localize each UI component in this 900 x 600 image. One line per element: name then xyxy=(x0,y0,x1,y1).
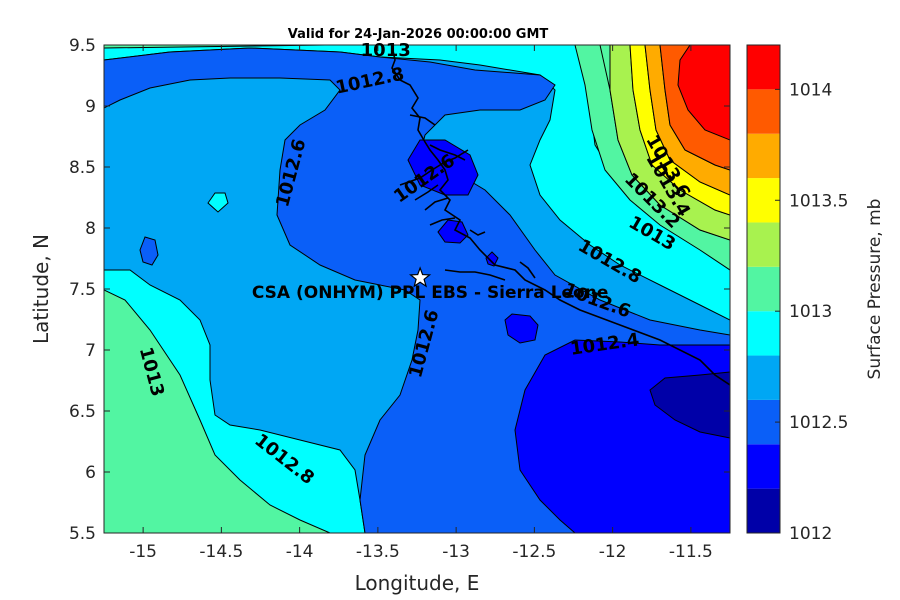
y-tick-label: 8 xyxy=(85,219,96,239)
x-axis-ticks: -15 -14.5 -14 -13.5 -13 -12.5 -12 -11.5 xyxy=(129,45,713,562)
y-tick-label: 6.5 xyxy=(69,402,96,422)
site-name-label: CSA (ONHYM) PPL EBS - Sierra Leone xyxy=(252,283,609,303)
x-tick-label: -14 xyxy=(286,542,314,562)
colorbar-tick-label: 1012 xyxy=(789,524,832,544)
x-tick-label: -13.5 xyxy=(356,542,400,562)
colorbar-swatch xyxy=(747,355,780,400)
pressure-band-1012-0 xyxy=(514,339,730,533)
pressure-band-1014-0 xyxy=(677,45,730,141)
pressure-island-small xyxy=(485,251,499,267)
y-tick-label: 6 xyxy=(85,463,96,483)
x-tick-label: -13 xyxy=(442,542,470,562)
pressure-island-west-2 xyxy=(139,236,159,266)
site-star-marker xyxy=(408,266,432,288)
y-tick-label: 7 xyxy=(85,341,96,361)
colorbar-frame xyxy=(746,44,781,534)
x-tick-label: -12.5 xyxy=(512,542,556,562)
pressure-island-west-1 xyxy=(207,192,229,213)
colorbar-swatch xyxy=(747,311,780,356)
colorbar-label: Surface Pressure, mb xyxy=(865,199,885,380)
colorbar-swatch xyxy=(747,133,780,179)
x-tick-label: -14.5 xyxy=(199,542,243,562)
coastline xyxy=(391,45,730,386)
pressure-band-low-core xyxy=(649,371,730,439)
y-axis-ticks: 5.5 6 6.5 7 7.5 8 8.5 9 9.5 xyxy=(69,36,730,544)
colorbar-tick-label: 1013 xyxy=(789,302,832,322)
colorbar: 1012 1012.5 1013 1013.5 1014 xyxy=(746,44,848,544)
colorbar-swatch xyxy=(747,488,780,533)
y-tick-label: 8.5 xyxy=(69,158,96,178)
x-tick-label: -11.5 xyxy=(669,542,713,562)
y-tick-label: 5.5 xyxy=(69,524,96,544)
colorbar-swatch xyxy=(747,89,780,134)
colorbar-tick-label: 1014 xyxy=(789,80,832,100)
colorbar-swatch xyxy=(747,399,780,445)
colorbar-swatch xyxy=(747,444,780,489)
x-axis-label: Longitude, E xyxy=(355,571,480,595)
contour-label: 1013 xyxy=(361,40,411,61)
x-tick-label: -15 xyxy=(129,542,157,562)
y-tick-label: 9 xyxy=(85,97,96,117)
plot-area xyxy=(104,45,730,533)
y-axis-label: Latitude, N xyxy=(29,234,53,344)
colorbar-swatch xyxy=(747,45,780,90)
colorbar-swatch xyxy=(747,266,780,312)
colorbar-swatch xyxy=(747,178,780,223)
colorbar-tick-label: 1013.5 xyxy=(789,191,848,211)
pressure-island-east xyxy=(504,313,539,344)
site-layer: CSA (ONHYM) PPL EBS - Sierra Leone xyxy=(252,266,609,303)
colorbar-swatch xyxy=(747,222,780,267)
x-tick-label: -12 xyxy=(599,542,627,562)
colorbar-tick-label: 1012.5 xyxy=(789,413,848,433)
y-tick-label: 9.5 xyxy=(69,36,96,56)
y-tick-label: 7.5 xyxy=(69,280,96,300)
pressure-island-center xyxy=(437,219,469,244)
chart-title: Valid for 24-Jan-2026 00:00:00 GMT xyxy=(288,27,549,42)
